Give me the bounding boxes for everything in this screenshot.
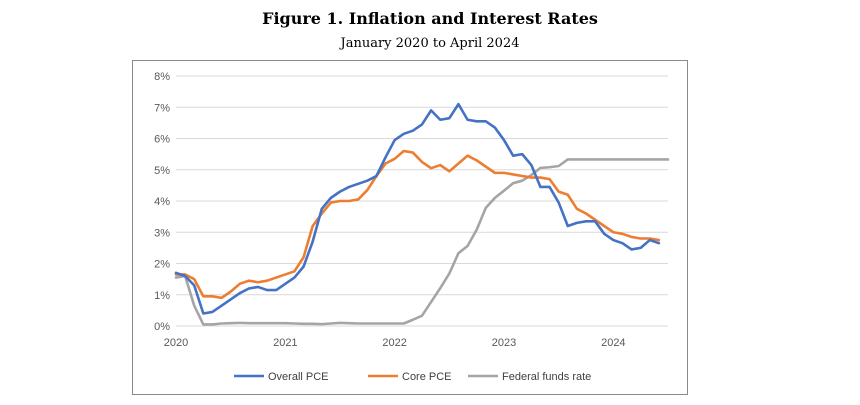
y-tick-label: 2% — [154, 259, 170, 271]
legend-label: Core PCE — [402, 371, 452, 383]
legend-label: Overall PCE — [268, 371, 329, 383]
y-tick-label: 5% — [154, 165, 170, 177]
chart-title: Figure 1. Inflation and Interest Rates — [262, 9, 598, 28]
x-tick-label: 2024 — [601, 337, 625, 349]
y-tick-label: 8% — [154, 71, 170, 83]
series-line — [174, 102, 661, 315]
x-tick-label: 2020 — [164, 337, 188, 349]
y-tick-label: 1% — [154, 290, 170, 302]
chart-frame — [132, 60, 688, 395]
y-tick-label: 6% — [154, 134, 170, 146]
x-tick-label: 2023 — [492, 337, 516, 349]
series-line — [174, 158, 670, 326]
line-chart: 0% 1% 2% 3% 4% 5% 6% 7% 8% 2020 2021 2022 2023 2024 Ov… — [154, 71, 670, 383]
chart-subtitle: January 2020 to April 2024 — [340, 36, 520, 51]
y-tick-label: 4% — [154, 196, 170, 208]
y-tick-label: 7% — [154, 102, 170, 114]
x-tick-label: 2022 — [382, 337, 406, 349]
y-tick-label: 3% — [154, 227, 170, 239]
x-tick-label: 2021 — [273, 337, 297, 349]
legend-label: Federal funds rate — [502, 371, 591, 383]
y-tick-label: 0% — [154, 321, 170, 333]
series-line — [174, 149, 661, 300]
